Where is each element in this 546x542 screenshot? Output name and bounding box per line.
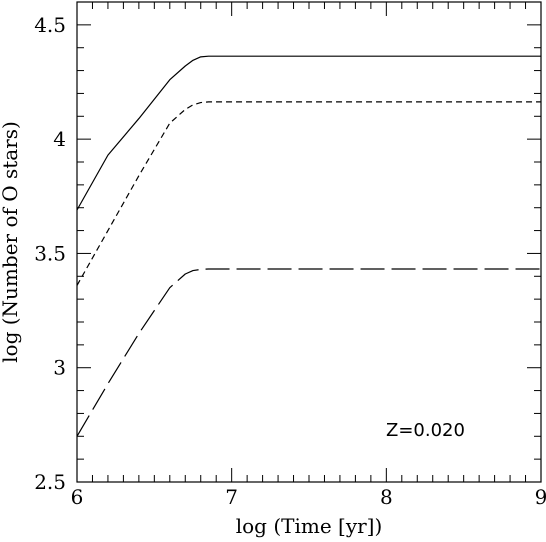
tick-labels: 6 7 8 9 2.5 3 3.5 4 4.5 [34,13,546,509]
axis-ticks [76,1,542,483]
series-line-long-dashed [76,268,541,437]
series-line-dashed [76,101,541,286]
x-tick-label: 6 [71,485,84,509]
y-tick-label: 3.5 [34,241,66,265]
y-tick-label: 3 [53,356,66,380]
x-axis-label: log (Time [yr]) [236,514,383,538]
x-tick-label: 9 [535,485,546,509]
y-axis-label: log (Number of O stars) [0,121,22,363]
y-tick-label: 2.5 [34,470,66,494]
x-tick-label: 8 [380,485,393,509]
series-line-solid [76,55,541,211]
y-tick-label: 4.5 [34,13,66,37]
x-tick-label: 7 [225,485,238,509]
plot-frame [76,1,542,483]
metallicity-annotation: Z=0.020 [386,420,465,441]
series-lines [76,55,541,437]
y-tick-label: 4 [53,127,66,151]
